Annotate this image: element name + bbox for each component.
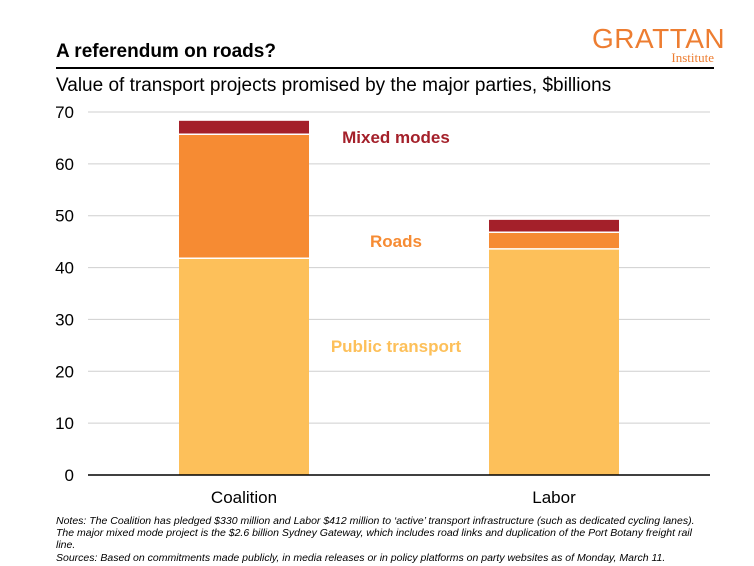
bar-segment	[489, 232, 619, 249]
y-tick-label: 10	[55, 414, 74, 433]
y-axis-ticks: 0 10 20 30 40 50 60 70	[55, 103, 74, 485]
bars	[179, 120, 619, 475]
bar-segment	[179, 120, 309, 135]
series-labels: Public transport Roads Mixed modes	[331, 128, 462, 356]
series-label: Roads	[370, 232, 422, 251]
y-tick-label: 0	[65, 466, 74, 485]
y-tick-label: 60	[55, 155, 74, 174]
notes-text: Notes: The Coalition has pledged $330 mi…	[56, 515, 695, 552]
series-label: Mixed modes	[342, 128, 450, 147]
y-tick-label: 50	[55, 207, 74, 226]
x-tick-label: Labor	[532, 488, 576, 507]
y-tick-label: 70	[55, 103, 74, 122]
x-axis-ticks: Coalition Labor	[211, 488, 576, 507]
title-divider	[56, 67, 714, 69]
x-tick-label: Coalition	[211, 488, 277, 507]
logo-wordmark: GRATTAN	[592, 23, 726, 54]
y-tick-label: 20	[55, 362, 74, 381]
sources-text: Sources: Based on commitments made publi…	[56, 551, 666, 564]
bar-segment	[489, 248, 619, 475]
grattan-logo: GRATTAN Institute	[592, 23, 726, 65]
logo-subtext: Institute	[671, 50, 714, 65]
chart-subtitle: Value of transport projects promised by …	[56, 75, 612, 96]
y-tick-label: 30	[55, 310, 74, 329]
bar-segment	[179, 134, 309, 259]
bar-segment	[489, 219, 619, 233]
series-label: Public transport	[331, 337, 462, 356]
chart-title: A referendum on roads?	[56, 41, 276, 62]
bar-segment	[179, 258, 309, 475]
chart-notes: Notes: The Coalition has pledged $330 mi…	[56, 515, 706, 564]
y-tick-label: 40	[55, 259, 74, 278]
